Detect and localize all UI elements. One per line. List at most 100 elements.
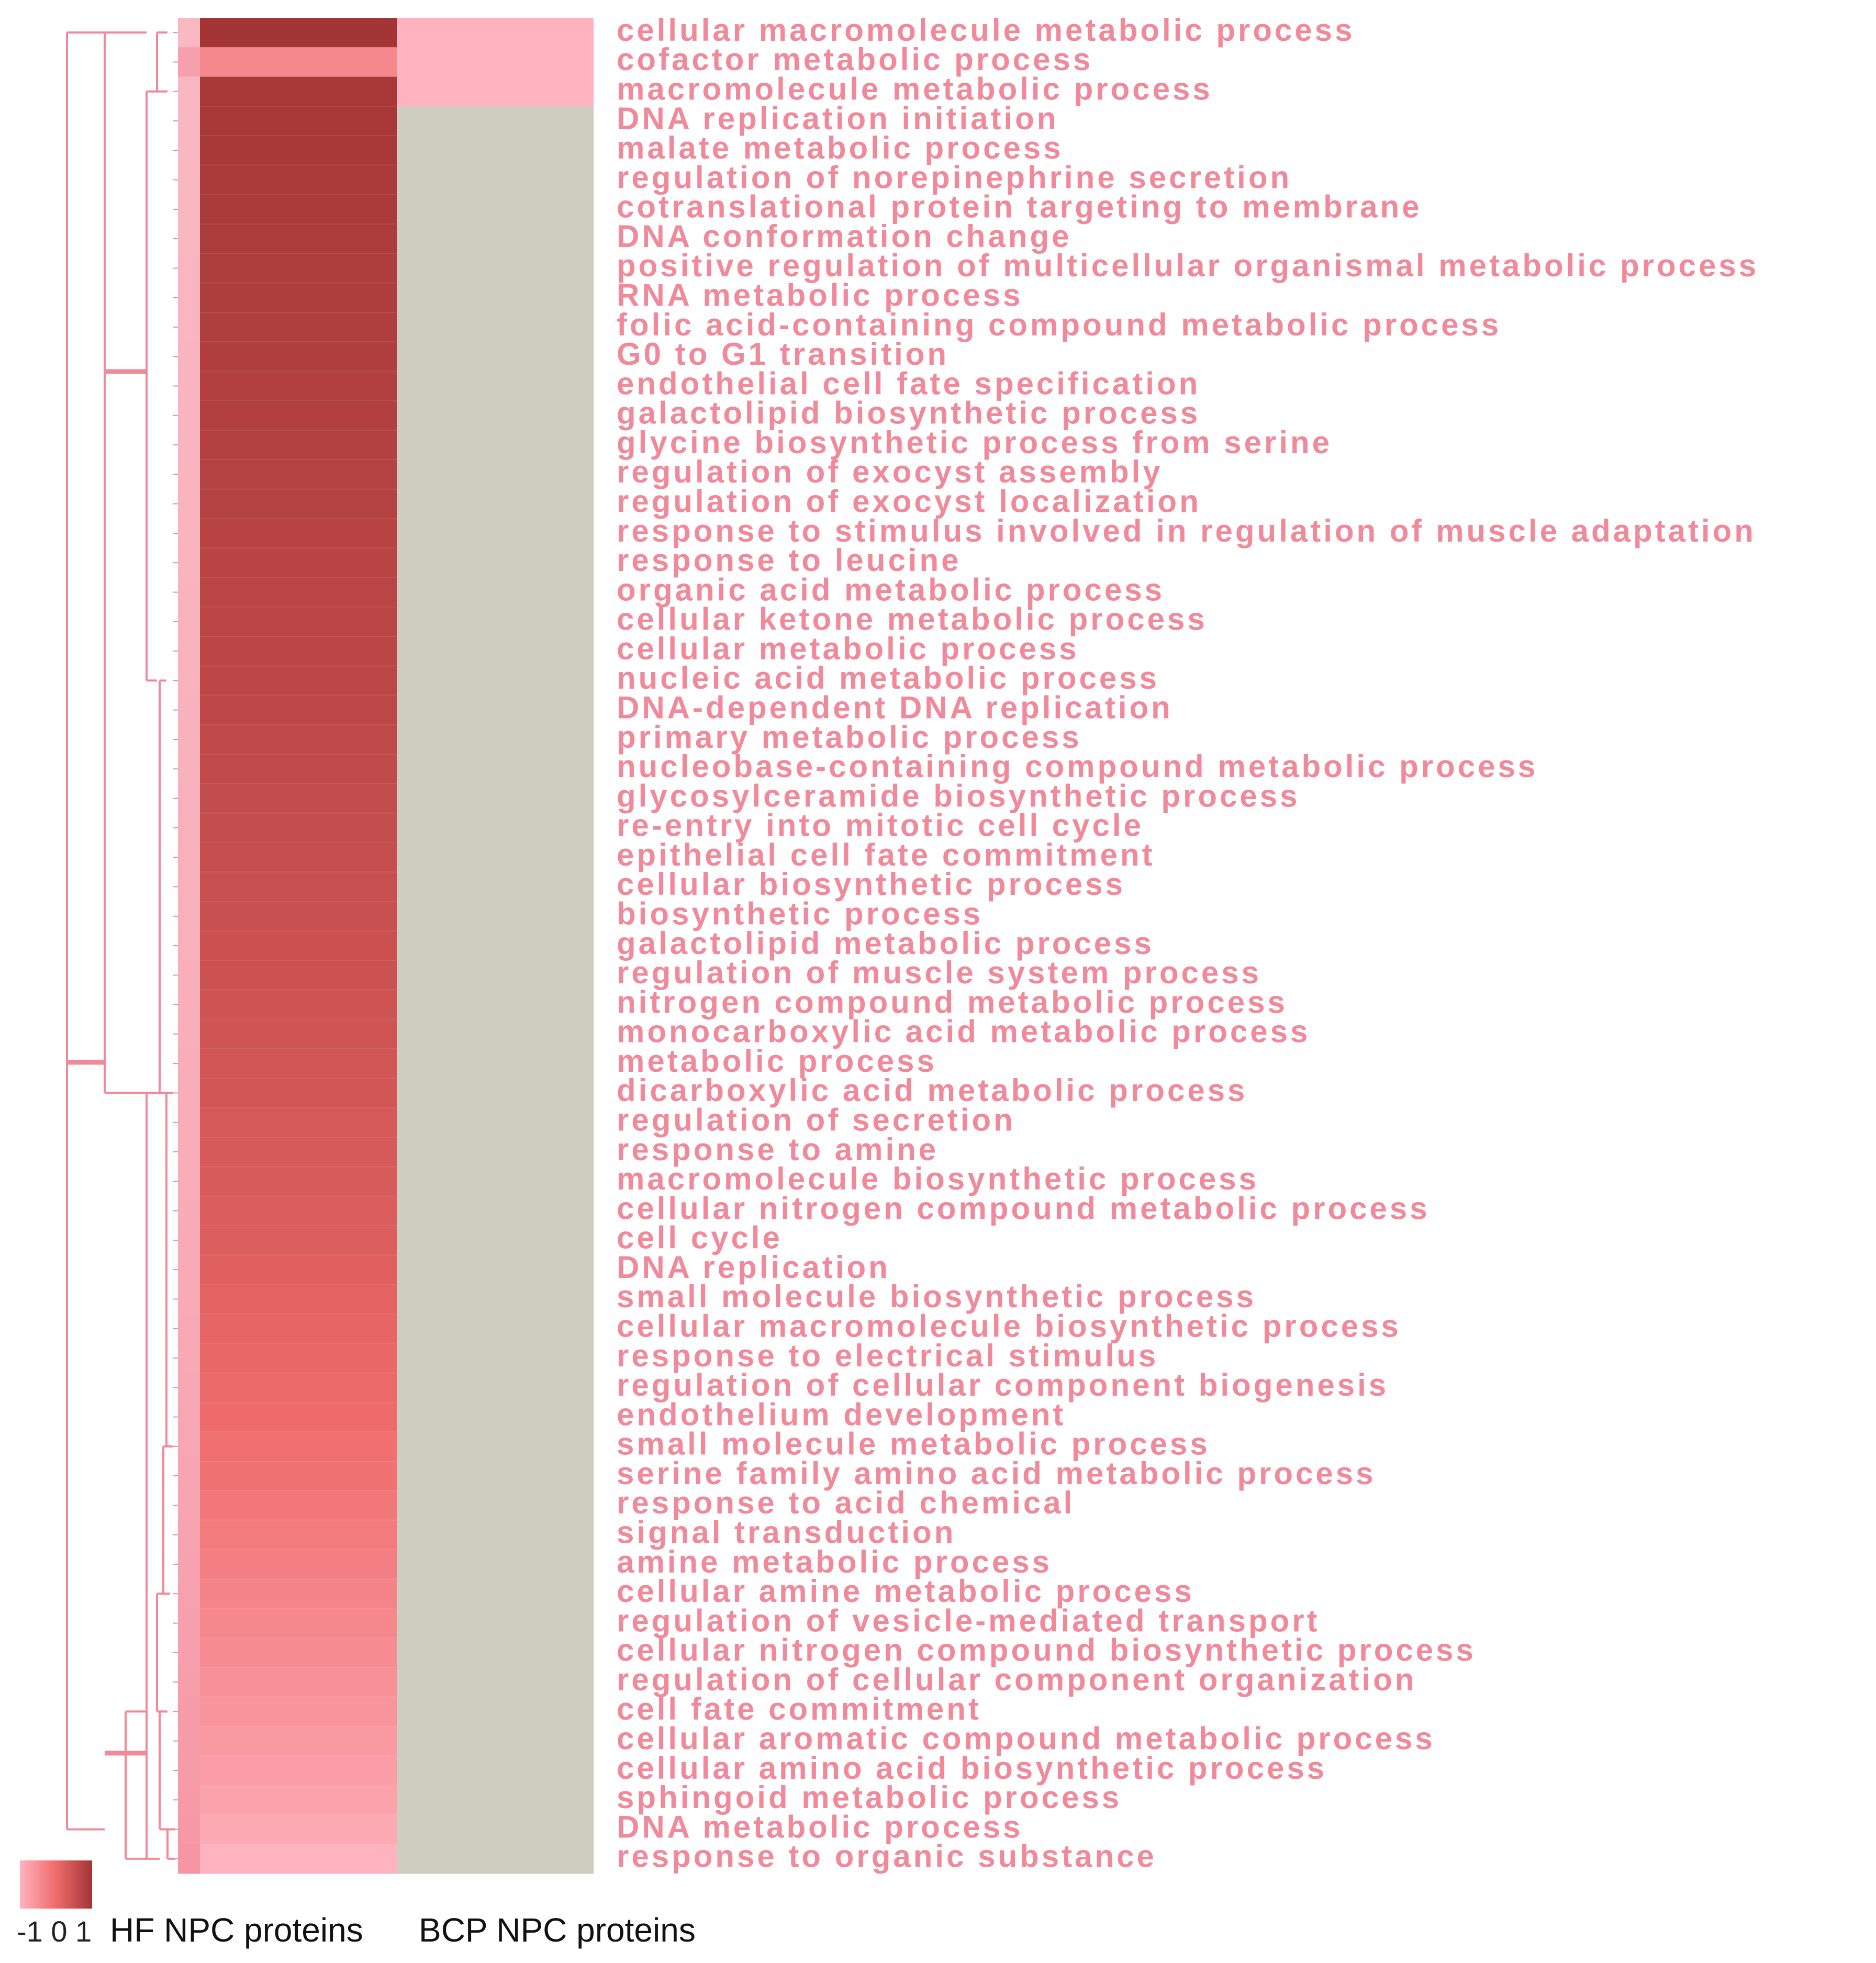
row-label: galactolipid biosynthetic process (617, 396, 1200, 431)
hf-cell (200, 18, 397, 48)
sidebar-cell (178, 754, 200, 784)
sidebar-cell (178, 518, 200, 548)
row-label: response to stimulus involved in regulat… (617, 513, 1756, 548)
hf-cell (200, 312, 397, 342)
row-label: DNA metabolic process (617, 1809, 1023, 1844)
bcp-cell (397, 1726, 594, 1756)
sidebar-cell (178, 253, 200, 284)
sidebar-cell (178, 1579, 200, 1609)
bcp-cell (397, 47, 594, 77)
row-label: cellular amino acid biosynthetic process (617, 1751, 1327, 1786)
bcp-cell (397, 1785, 594, 1815)
row-label: regulation of exocyst assembly (617, 454, 1163, 489)
row-label: regulation of cellular component biogene… (617, 1367, 1389, 1403)
sidebar-cell (178, 459, 200, 490)
hf-cell (200, 136, 397, 165)
row-label: cell fate commitment (617, 1691, 981, 1726)
hf-cell (200, 636, 397, 666)
bcp-cell (397, 1049, 594, 1079)
column-label-bcp: BCP NPC proteins (419, 1911, 696, 1949)
row-label: glycine biosynthetic process from serine (617, 425, 1332, 460)
bcp-cell (397, 960, 594, 990)
hf-cell (200, 843, 397, 872)
sidebar-cell (178, 695, 200, 725)
sidebar-cell (178, 1137, 200, 1167)
sidebar-cell (178, 724, 200, 755)
hf-cell (200, 1402, 397, 1432)
sidebar-cell (178, 1402, 200, 1432)
hf-cell (200, 1166, 397, 1196)
sidebar-cell (178, 636, 200, 666)
sidebar-cell (178, 489, 200, 519)
row-label: metabolic process (617, 1044, 937, 1079)
sidebar-cell (178, 1549, 200, 1579)
heatmap-cells (200, 18, 594, 1874)
row-label: response to acid chemical (617, 1485, 1075, 1520)
row-label: serine family amino acid metabolic proce… (617, 1456, 1376, 1491)
bcp-cell (397, 754, 594, 784)
row-label: endothelial cell fate specification (617, 366, 1200, 401)
hf-cell (200, 224, 397, 254)
hf-cell (200, 990, 397, 1020)
row-label: regulation of norepinephrine secretion (617, 160, 1292, 195)
hf-cell (200, 1225, 397, 1255)
row-label: regulation of muscle system process (617, 955, 1261, 990)
bcp-cell (397, 1343, 594, 1373)
color-scale-ticks: -1 0 1 (17, 1915, 92, 1948)
hf-cell (200, 1549, 397, 1579)
sidebar-cell (178, 430, 200, 460)
sidebar-cell (178, 990, 200, 1020)
bcp-cell (397, 666, 594, 696)
bcp-cell (397, 1490, 594, 1521)
hf-cell (200, 430, 397, 460)
hf-cell (200, 1844, 397, 1874)
bcp-cell (397, 1166, 594, 1196)
row-dendrogram (66, 31, 178, 1860)
hf-cell (200, 1314, 397, 1344)
bcp-cell (397, 1549, 594, 1579)
hf-cell (200, 872, 397, 902)
bcp-cell (397, 548, 594, 578)
hf-cell (200, 1461, 397, 1491)
sidebar-cell (178, 76, 200, 107)
sidebar-cell (178, 342, 200, 372)
row-label: biosynthetic process (617, 896, 983, 931)
hf-cell (200, 960, 397, 990)
row-label: response to electrical stimulus (617, 1338, 1158, 1373)
sidebar-cell (178, 1019, 200, 1049)
row-label: regulation of exocyst localization (617, 484, 1201, 519)
hf-cell (200, 1726, 397, 1756)
bcp-cell (397, 1107, 594, 1138)
row-label: G0 to G1 transition (617, 336, 949, 372)
row-label: DNA replication initiation (617, 101, 1058, 136)
hf-cell (200, 1697, 397, 1727)
bcp-cell (397, 1579, 594, 1609)
row-label: nucleic acid metabolic process (617, 660, 1159, 696)
hf-cell (200, 548, 397, 578)
column-labels: -1 0 1 HF NPC proteins BCP NPC proteins (17, 1911, 696, 1949)
row-label: malate metabolic process (617, 130, 1064, 165)
hf-cell (200, 342, 397, 372)
row-label: cellular metabolic process (617, 631, 1079, 666)
bcp-cell (397, 843, 594, 872)
sidebar-cell (178, 1785, 200, 1815)
bcp-cell (397, 371, 594, 401)
sidebar-cell (178, 312, 200, 342)
hf-cell (200, 1373, 397, 1403)
bcp-cell (397, 930, 594, 961)
sidebar-cell (178, 1461, 200, 1491)
hf-cell (200, 459, 397, 490)
bcp-cell (397, 1196, 594, 1226)
bcp-cell (397, 1814, 594, 1845)
row-label: epithelial cell fate commitment (617, 837, 1155, 872)
row-label: cellular macromolecule metabolic process (617, 13, 1355, 48)
bcp-cell (397, 636, 594, 666)
hf-cell (200, 489, 397, 519)
bcp-cell (397, 990, 594, 1020)
bcp-cell (397, 518, 594, 548)
row-label: cotranslational protein targeting to mem… (617, 189, 1422, 225)
row-label: cellular nitrogen compound metabolic pro… (617, 1191, 1430, 1226)
hf-cell (200, 47, 397, 77)
